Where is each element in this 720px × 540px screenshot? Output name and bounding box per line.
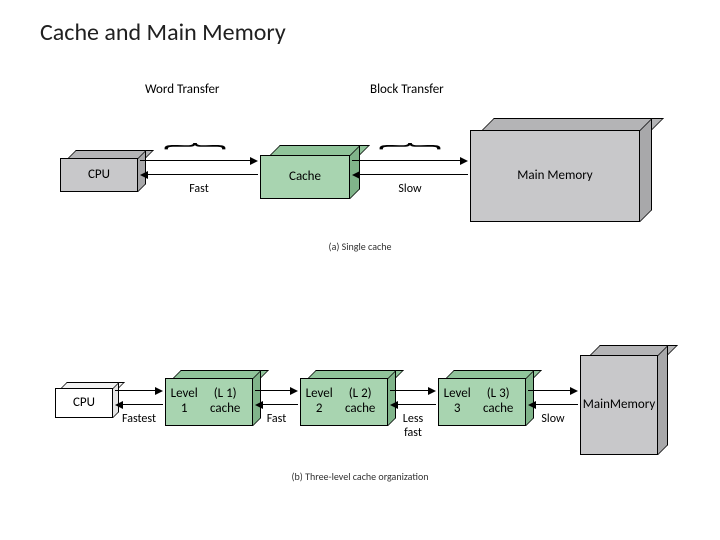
box-label: Main Memory (470, 130, 640, 222)
cache-box: Cache (260, 145, 360, 199)
word-transfer-label: Word Transfer (145, 82, 219, 97)
caption-b: (b) Three-level cache organization (0, 470, 720, 483)
arrow-pair: Fast (255, 390, 298, 430)
box-label: Level 1(L 1) cache (165, 378, 253, 426)
l1-cache-box: Level 1(L 1) cache (165, 370, 261, 426)
main-memory-box-b: MainMemory (580, 345, 668, 455)
arrow-pair: Slow (528, 390, 578, 430)
caption-a: (a) Single cache (0, 240, 720, 253)
cpu-box-b: CPU (55, 382, 119, 418)
box-label: Level 3(L 3) cache (438, 378, 526, 426)
brace-icon: ︷ (163, 120, 227, 155)
l2-cache-box: Level 2(L 2) cache (300, 370, 396, 426)
speed-label: Slow (528, 412, 578, 426)
arrow-pair: Lessfast (390, 390, 436, 430)
speed-label: Lessfast (390, 412, 436, 440)
box-label: MainMemory (580, 355, 658, 455)
speed-label: Fast (140, 182, 258, 196)
block-transfer-label: Block Transfer (370, 82, 444, 97)
speed-label: Fastest (115, 412, 163, 426)
box-label: Cache (260, 155, 350, 199)
box-label: CPU (60, 158, 138, 192)
arrow-pair: Fast (140, 160, 258, 200)
arrow-pair: Fastest (115, 390, 163, 430)
l3-cache-box: Level 3(L 3) cache (438, 370, 534, 426)
main-memory-box: Main Memory (470, 118, 652, 222)
box-label: Level 2(L 2) cache (300, 378, 388, 426)
speed-label: Slow (352, 182, 468, 196)
arrow-pair: Slow (352, 160, 468, 200)
page-title: Cache and Main Memory (40, 18, 286, 47)
box-label: CPU (55, 388, 113, 418)
brace-icon: ︷ (378, 120, 442, 155)
speed-label: Fast (255, 412, 298, 426)
cpu-box: CPU (60, 150, 146, 192)
